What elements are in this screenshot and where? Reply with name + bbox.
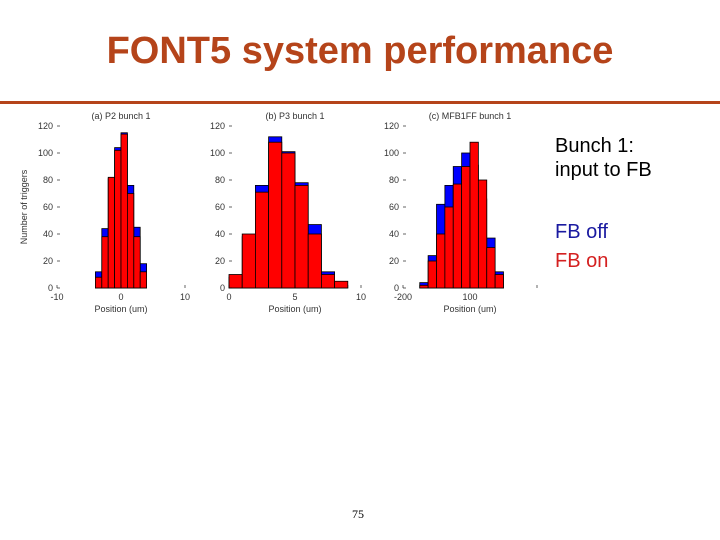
bar-fb-on (444, 206, 454, 289)
bar-fb-on (120, 133, 128, 289)
y-tick-label: 20 (43, 256, 53, 266)
y-tick-label: 0 (394, 283, 399, 293)
bar-fb-on (461, 166, 471, 289)
bar-fb-on (469, 141, 479, 289)
slide-title: FONT5 system performance (106, 30, 614, 72)
bar-fb-on (228, 274, 243, 289)
y-tick-label: 120 (210, 121, 225, 131)
chart-title: (c) MFB1FF bunch 1 (429, 111, 512, 121)
y-tick-label: 60 (215, 202, 225, 212)
y-tick-label: 60 (389, 202, 399, 212)
bar-fb-on (334, 280, 349, 289)
bar-fb-on (436, 233, 446, 289)
x-tick-label: 100 (462, 292, 477, 302)
bar-fb-on (241, 233, 256, 289)
x-axis-label: Position (um) (443, 304, 496, 314)
x-tick-label: 0 (118, 292, 123, 302)
legend-fb-off: FB off (555, 221, 608, 243)
y-tick-label: 0 (220, 283, 225, 293)
bar-fb-on (281, 152, 296, 289)
bar-fb-on (268, 141, 283, 289)
bar-fb-on (427, 260, 437, 289)
y-tick-label: 20 (389, 256, 399, 266)
y-tick-label: 120 (38, 121, 53, 131)
chart-title: (b) P3 bunch 1 (265, 111, 324, 121)
x-tick-label: 10 (356, 292, 366, 302)
y-tick-label: 80 (389, 175, 399, 185)
bar-fb-on (139, 271, 147, 289)
y-tick-label: 40 (43, 229, 53, 239)
y-tick-label: 0 (48, 283, 53, 293)
bar-fb-on (294, 185, 309, 289)
page-number: 75 (352, 507, 364, 521)
bar-fb-on (486, 247, 496, 289)
bar-fb-on (307, 233, 322, 289)
y-tick-label: 40 (215, 229, 225, 239)
x-tick-label: 10 (180, 292, 190, 302)
y-axis-label: Number of triggers (19, 169, 29, 244)
chart-panel-3: (c) MFB1FF bunch 1 0 20 40 60 80 100 120 -200 100… (384, 111, 538, 314)
x-tick-label: 5 (292, 292, 297, 302)
x-tick-label: 0 (226, 292, 231, 302)
x-axis-label: Position (um) (94, 304, 147, 314)
y-tick-label: 100 (210, 148, 225, 158)
chart-panel-2: (b) P3 bunch 1 0 20 40 60 80 100 120 0 5 10 Positio… (210, 111, 366, 314)
x-tick-label: -10 (50, 292, 63, 302)
bunch-label: Bunch 1: input to FB (555, 135, 652, 181)
y-tick-label: 80 (43, 175, 53, 185)
bar-fb-on (133, 236, 141, 289)
y-tick-label: 40 (389, 229, 399, 239)
y-tick-label: 120 (384, 121, 399, 131)
y-tick-label: 60 (43, 202, 53, 212)
bar-fb-on (114, 149, 122, 289)
y-tick-label: 100 (38, 148, 53, 158)
y-tick-label: 80 (215, 175, 225, 185)
bar-fb-on (452, 183, 463, 289)
bar-fb-on (320, 274, 335, 289)
bar-fb-on (107, 176, 115, 289)
bar-fb-on (95, 276, 103, 289)
chart-title: (a) P2 bunch 1 (91, 111, 150, 121)
title-divider (0, 101, 720, 104)
y-tick-label: 20 (215, 256, 225, 266)
y-tick-label: 100 (384, 148, 399, 158)
bar-fb-on (419, 284, 429, 289)
x-tick-label: -200 (394, 292, 412, 302)
bar-fb-on (477, 179, 488, 289)
bar-fb-on (127, 193, 135, 289)
bar-fb-on (101, 236, 109, 289)
legend-fb-on: FB on (555, 250, 609, 272)
bar-fb-on (254, 191, 269, 289)
bar-fb-on (494, 274, 504, 289)
x-axis-label: Position (um) (268, 304, 321, 314)
